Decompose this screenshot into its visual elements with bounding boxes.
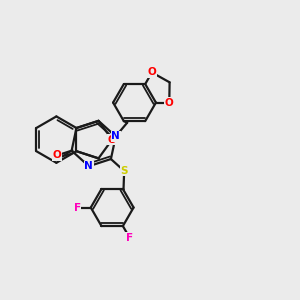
Text: S: S — [120, 166, 128, 176]
Text: F: F — [126, 232, 133, 243]
Text: O: O — [52, 151, 61, 160]
Text: N: N — [111, 131, 120, 141]
Text: N: N — [85, 161, 93, 171]
Text: O: O — [148, 68, 156, 77]
Text: O: O — [108, 135, 116, 145]
Text: O: O — [165, 98, 174, 108]
Text: F: F — [74, 202, 81, 212]
